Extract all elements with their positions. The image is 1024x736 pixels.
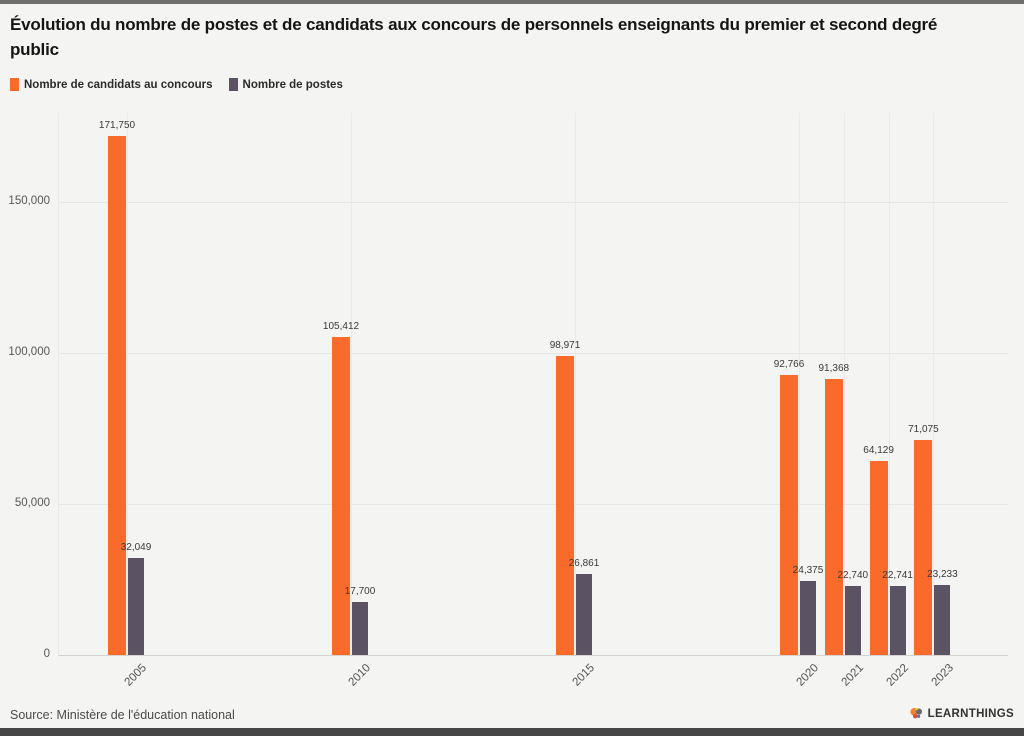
- brand-logo: LEARNTHINGS: [909, 706, 1014, 721]
- bar-postes-2020: [800, 581, 816, 655]
- gridline-x-2020: [799, 113, 800, 655]
- y-axis-tick-50000: 50,000: [14, 497, 50, 509]
- chart-legend: Nombre de candidats au concours Nombre d…: [10, 78, 343, 91]
- gridline-y-100000: [58, 353, 1008, 354]
- y-axis-tick-100000: 100,000: [8, 346, 50, 358]
- x-axis-tick-label-2020: 2020: [794, 662, 822, 689]
- bar-candidats-2023: [914, 440, 933, 655]
- bar-candidats-2021: [824, 379, 843, 655]
- x-axis-tick-label-2021: 2021: [839, 662, 867, 689]
- page-title: Évolution du nombre de postes et de cand…: [10, 15, 938, 59]
- bar-value-candidats-2005: 171,750: [98, 120, 136, 132]
- legend-swatch-candidats: [10, 78, 19, 91]
- gridline-x-2022: [888, 113, 890, 655]
- bar-value-postes-2005: 32,049: [120, 542, 152, 554]
- gridline-y-150000: [58, 202, 1008, 203]
- source-note: Source: Ministère de l'éducation nationa…: [10, 708, 235, 722]
- learnthings-logo-icon: [910, 707, 922, 719]
- y-axis-tick-150000: 150,000: [8, 195, 50, 207]
- bar-candidats-2005: [108, 136, 126, 655]
- legend-swatch-postes: [228, 78, 238, 91]
- gridline-x-2023: [933, 113, 935, 655]
- x-axis-tick-label-2010: 2010: [346, 662, 374, 689]
- bar-value-postes-2023: 23,233: [927, 568, 958, 580]
- x-axis-line: [58, 655, 1008, 656]
- bar-value-candidats-2022: 64,129: [863, 445, 894, 457]
- gridline-x-2010: [351, 113, 352, 655]
- bar-candidats-2022: [869, 461, 888, 655]
- bar-value-postes-2022: 22,741: [882, 570, 913, 582]
- bar-value-candidats-2020: 92,766: [773, 358, 805, 370]
- bar-postes-2005: [128, 558, 144, 655]
- plot-left-border: [58, 113, 59, 655]
- bar-postes-2023: [934, 584, 951, 655]
- legend-item-candidats: Nombre de candidats au concours: [10, 78, 213, 91]
- bar-value-postes-2015: 26,861: [568, 557, 600, 569]
- bar-postes-2021: [844, 586, 861, 655]
- gridline-x-2005: [127, 113, 128, 655]
- x-axis-tick-label-2022: 2022: [884, 662, 912, 689]
- bar-value-candidats-2021: 91,368: [818, 363, 850, 375]
- bar-value-postes-2021: 22,740: [837, 570, 869, 582]
- bar-value-postes-2020: 24,375: [792, 565, 824, 577]
- bar-candidats-2015: [556, 356, 574, 655]
- bottom-accent-strip: [0, 728, 1024, 736]
- y-axis-tick-0: 0: [43, 648, 50, 660]
- top-accent-strip: [0, 0, 1024, 4]
- bar-candidats-2020: [780, 374, 798, 655]
- gridline-x-2015: [575, 113, 576, 655]
- x-axis-tick-label-2015: 2015: [570, 662, 598, 689]
- bar-value-postes-2010: 17,700: [344, 585, 376, 597]
- bar-postes-2010: [352, 601, 368, 655]
- brand-name: LEARNTHINGS: [927, 707, 1014, 720]
- bar-value-candidats-2010: 105,412: [322, 320, 360, 332]
- bar-value-candidats-2015: 98,971: [549, 340, 581, 352]
- gridline-y-50000: [58, 504, 1008, 505]
- bar-value-candidats-2023: 71,075: [908, 424, 939, 436]
- x-axis-tick-label-2023: 2023: [929, 662, 956, 689]
- gridline-x-2021: [843, 113, 845, 655]
- bar-candidats-2010: [332, 336, 350, 655]
- legend-label-postes: Nombre de postes: [242, 78, 343, 91]
- x-axis-tick-label-2005: 2005: [122, 662, 150, 689]
- bar-postes-2022: [889, 586, 906, 655]
- bar-postes-2015: [576, 573, 592, 655]
- legend-item-postes: Nombre de postes: [228, 78, 343, 91]
- legend-label-candidats: Nombre de candidats au concours: [24, 78, 213, 91]
